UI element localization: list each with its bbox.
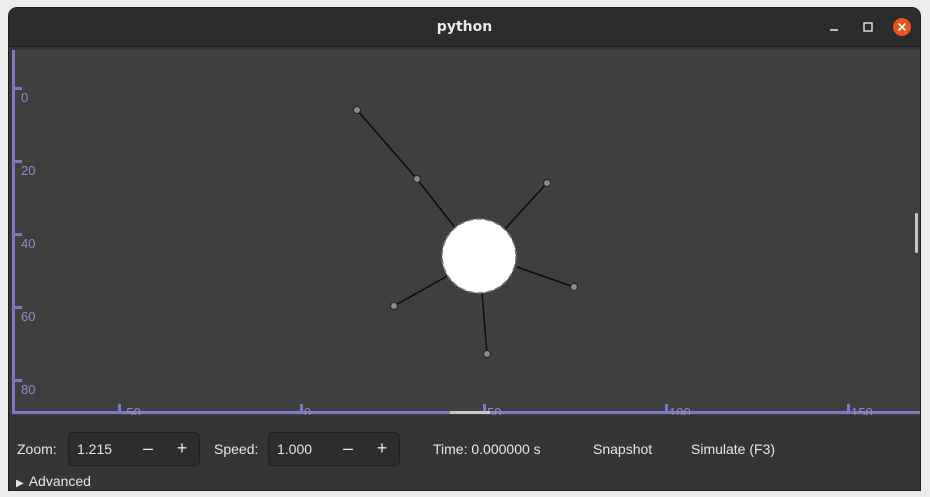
svg-text:100: 100 xyxy=(669,405,691,415)
svg-text:40: 40 xyxy=(21,236,35,251)
speed-spinbox[interactable]: 1.000 – + xyxy=(268,432,400,466)
x-tick-100: 100 xyxy=(665,404,691,420)
title-bar: python xyxy=(9,8,920,47)
x-tick-150: 150 xyxy=(847,404,873,420)
window-title: python xyxy=(436,19,493,35)
y-tick-80: 80 xyxy=(15,379,35,397)
advanced-expander[interactable]: ▶ Advanced xyxy=(16,472,91,490)
node xyxy=(413,175,421,183)
speed-decrease-button[interactable]: – xyxy=(342,438,353,458)
horizontal-scrollbar[interactable] xyxy=(450,411,490,414)
node xyxy=(390,302,398,310)
x-tick-minus50: -50 xyxy=(118,404,141,420)
link-upper-left xyxy=(356,109,461,235)
zoom-label: Zoom: xyxy=(17,441,57,457)
triangle-right-icon: ▶ xyxy=(16,478,24,489)
advanced-label: Advanced xyxy=(28,473,91,489)
y-tick-60: 60 xyxy=(15,306,35,324)
control-panel: Zoom: 1.215 – + Speed: 1.000 – + Time: 0… xyxy=(9,418,920,490)
maximize-button[interactable] xyxy=(858,17,878,37)
y-tick-20: 20 xyxy=(15,160,35,178)
y-tick-0: 0 xyxy=(15,87,28,105)
link-left xyxy=(393,274,450,307)
node xyxy=(570,283,578,291)
svg-text:80: 80 xyxy=(21,382,35,397)
link-upper-right xyxy=(503,182,548,231)
svg-text:20: 20 xyxy=(21,163,35,178)
speed-value[interactable]: 1.000 xyxy=(277,441,313,457)
node xyxy=(353,106,361,114)
link-right xyxy=(516,266,575,288)
node xyxy=(543,179,551,187)
svg-text:0: 0 xyxy=(304,405,311,415)
svg-text:0: 0 xyxy=(21,90,28,105)
svg-text:150: 150 xyxy=(851,405,873,415)
zoom-spinbox[interactable]: 1.215 – + xyxy=(68,432,200,466)
link-bottom xyxy=(481,292,488,355)
minimize-button[interactable] xyxy=(824,17,844,37)
nodes xyxy=(353,106,578,358)
zoom-value[interactable]: 1.215 xyxy=(77,441,113,457)
svg-text:-50: -50 xyxy=(122,405,141,415)
x-tick-0: 0 xyxy=(300,404,311,420)
snapshot-button[interactable]: Snapshot xyxy=(593,441,653,457)
central-body[interactable] xyxy=(441,218,517,294)
simulation-canvas[interactable]: 0 20 40 60 80 -50 xyxy=(12,50,920,420)
close-button[interactable] xyxy=(892,17,912,37)
svg-text:60: 60 xyxy=(21,309,35,324)
node xyxy=(483,350,491,358)
time-readout: Time: 0.000000 s xyxy=(433,441,541,457)
app-window: python 0 20 xyxy=(9,8,920,490)
speed-label: Speed: xyxy=(214,441,259,457)
y-axis xyxy=(12,50,15,414)
vertical-scrollbar[interactable] xyxy=(915,213,918,253)
simulate-button[interactable]: Simulate (F3) xyxy=(691,441,776,457)
zoom-increase-button[interactable]: + xyxy=(176,438,188,458)
zoom-decrease-button[interactable]: – xyxy=(142,438,153,458)
speed-increase-button[interactable]: + xyxy=(376,438,388,458)
simulation-view: 0 20 40 60 80 -50 xyxy=(12,50,920,420)
y-tick-40: 40 xyxy=(15,233,35,251)
